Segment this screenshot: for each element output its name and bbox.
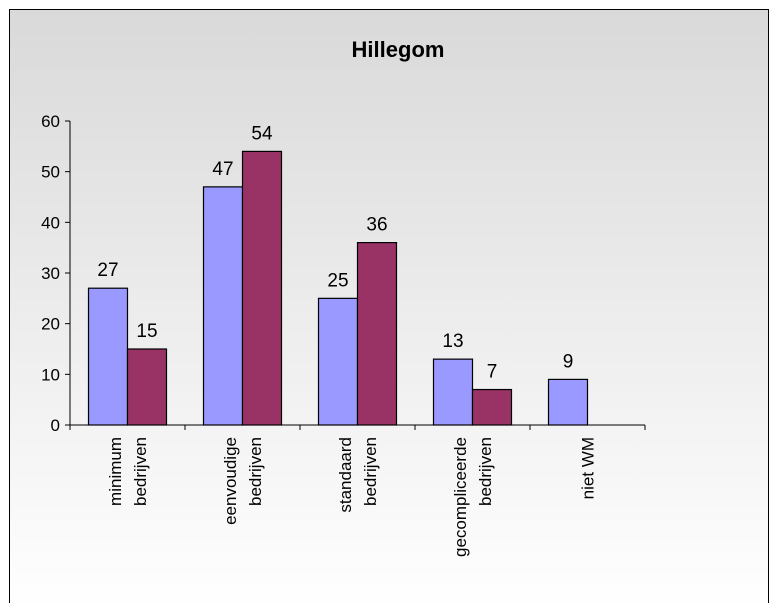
data-label: 9	[563, 351, 574, 372]
data-label: 47	[212, 159, 233, 180]
category-label: bedrijven	[361, 437, 380, 506]
bar-series1-4	[547, 378, 589, 426]
data-label: 13	[442, 331, 463, 352]
category-label: gecompliceerde	[451, 437, 470, 557]
bar-series2-3	[471, 388, 513, 426]
bar-series1-3	[432, 358, 474, 426]
category-label: niet WM	[579, 437, 598, 499]
category-label: minimum	[106, 437, 125, 506]
data-label: 25	[327, 270, 348, 291]
bar-series2-0	[126, 348, 168, 426]
y-tick-label: 60	[41, 112, 60, 131]
category-label: bedrijven	[131, 437, 150, 506]
category-label: eenvoudige	[221, 437, 240, 525]
category-label: bedrijven	[246, 437, 265, 506]
bar-series1-0	[87, 287, 129, 426]
bar-series1-1	[202, 186, 244, 426]
y-tick-label: 0	[51, 416, 60, 435]
data-label: 7	[487, 362, 498, 383]
plot-area: 0 10 20 30 40 50 60 27 47 25 13 9 15 54 36 7 minimum bedr…	[41, 112, 646, 557]
y-tick-label: 20	[41, 315, 60, 334]
data-label: 36	[366, 215, 387, 236]
y-tick-label: 50	[41, 163, 60, 182]
y-tick-label: 30	[41, 264, 60, 283]
bar-series2-2	[356, 242, 398, 426]
data-label: 27	[97, 260, 118, 281]
bar-series1-2	[317, 297, 359, 426]
data-label: 54	[251, 123, 273, 144]
chart-title: Hillegom	[352, 37, 445, 62]
y-tick-label: 10	[41, 365, 60, 384]
bar-series2-1	[241, 150, 283, 426]
category-label: standaard	[336, 437, 355, 513]
y-tick-label: 40	[41, 213, 60, 232]
data-label: 15	[136, 321, 157, 342]
category-label: bedrijven	[476, 437, 495, 506]
